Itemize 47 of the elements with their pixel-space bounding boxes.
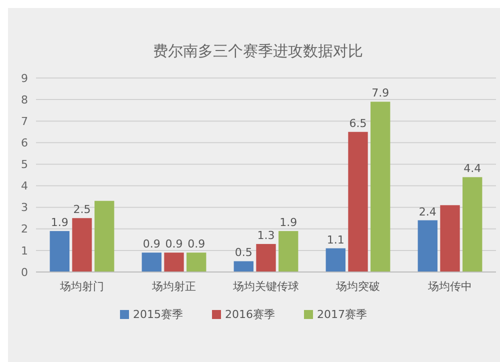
y-tick-label: 0 — [21, 266, 28, 279]
bar — [462, 177, 482, 272]
data-label: 7.9 — [372, 86, 390, 100]
x-tick-label: 场均突破 — [335, 280, 380, 293]
bar — [50, 231, 70, 272]
x-tick-label: 场均射正 — [151, 280, 196, 293]
x-tick-label: 场均传中 — [427, 280, 472, 293]
data-label: 0.9 — [188, 238, 206, 251]
bar — [72, 218, 92, 272]
bar — [278, 231, 298, 272]
data-label: 0.9 — [165, 238, 183, 251]
bar — [164, 252, 184, 272]
bar — [256, 244, 276, 272]
bar — [370, 102, 390, 272]
y-tick-label: 8 — [21, 93, 28, 106]
data-label: 1.3 — [257, 228, 275, 242]
bar — [234, 261, 254, 272]
chart-title: 费尔南多三个赛季进攻数据对比 — [153, 42, 363, 60]
y-tick-label: 4 — [21, 180, 28, 193]
bar — [440, 205, 460, 272]
y-tick-label: 5 — [21, 158, 28, 172]
legend-label: 2016赛季 — [225, 308, 275, 321]
data-label: 0.9 — [142, 238, 160, 251]
bar — [142, 252, 162, 272]
bar — [94, 200, 114, 272]
bar — [326, 248, 346, 272]
data-label: 2.5 — [73, 203, 91, 216]
bar — [348, 132, 368, 272]
bar — [186, 252, 206, 272]
data-label: 4.4 — [464, 162, 482, 176]
legend-label: 2015赛季 — [133, 308, 183, 321]
y-tick-label: 9 — [21, 72, 28, 85]
data-label: 1.9 — [280, 216, 298, 230]
data-label: 2.4 — [418, 205, 436, 218]
y-tick-label: 3 — [21, 201, 28, 214]
x-tick-label: 场均关键传球 — [232, 280, 299, 293]
data-label: 1.1 — [326, 233, 344, 246]
x-tick-label: 场均射门 — [59, 280, 104, 293]
data-label: 6.5 — [349, 116, 367, 130]
legend-label: 2017赛季 — [317, 308, 367, 321]
y-tick-label: 2 — [21, 222, 28, 236]
data-label: 1.9 — [50, 216, 68, 230]
bar — [418, 220, 438, 272]
data-label: 0.5 — [234, 246, 252, 260]
y-tick-label: 7 — [21, 114, 28, 128]
y-tick-label: 1 — [21, 244, 28, 258]
y-tick-label: 6 — [21, 136, 28, 150]
